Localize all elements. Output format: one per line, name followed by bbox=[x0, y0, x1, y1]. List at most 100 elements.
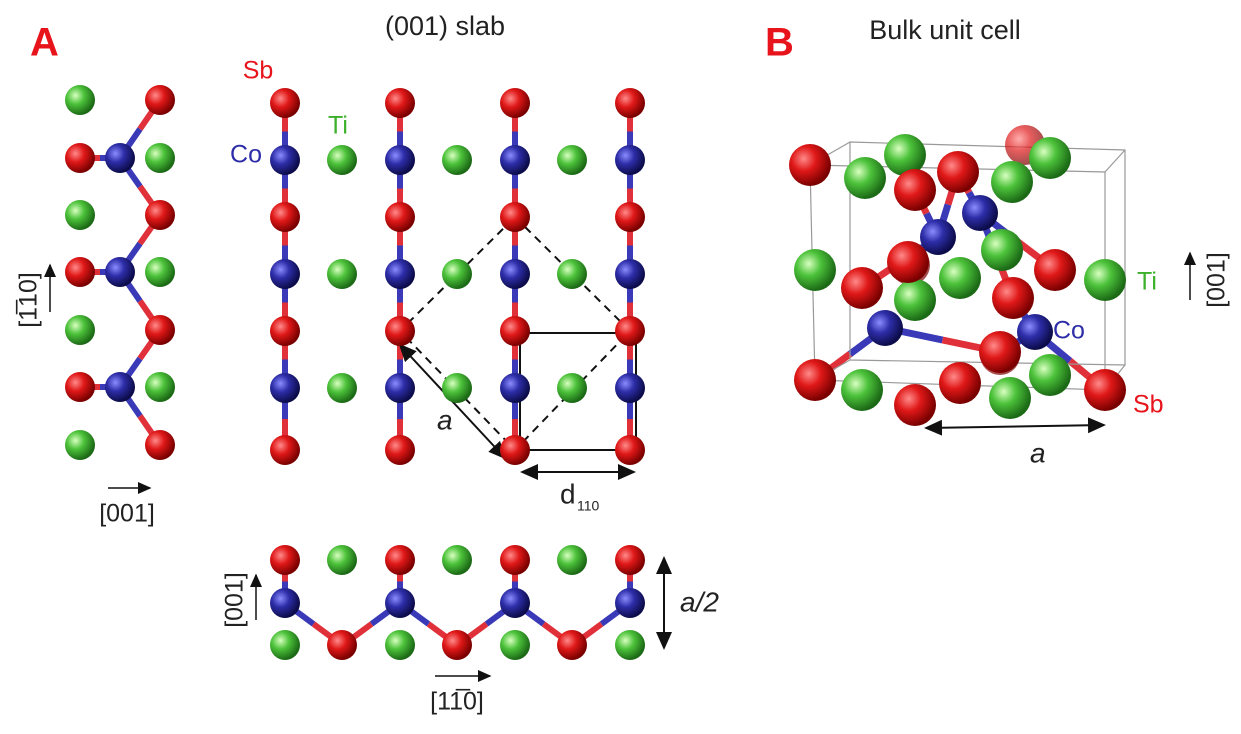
atom bbox=[844, 157, 886, 199]
atom bbox=[615, 545, 645, 575]
atom bbox=[939, 257, 981, 299]
atom bbox=[557, 373, 587, 403]
atom bbox=[894, 384, 936, 426]
atom-label: Ti bbox=[328, 112, 348, 140]
atom bbox=[1017, 314, 1053, 350]
atom bbox=[500, 88, 530, 118]
atom-label: Sb bbox=[243, 57, 274, 85]
atom bbox=[145, 200, 175, 230]
atom bbox=[841, 267, 883, 309]
atom bbox=[789, 144, 831, 186]
atom bbox=[979, 331, 1021, 373]
panel-title: Bulk unit cell bbox=[869, 15, 1021, 45]
atom bbox=[385, 588, 415, 618]
atom bbox=[1084, 259, 1126, 301]
atom bbox=[327, 145, 357, 175]
axis-label: [1̅10] bbox=[15, 272, 43, 328]
atom bbox=[145, 315, 175, 345]
atom bbox=[145, 85, 175, 115]
atom bbox=[989, 377, 1031, 419]
lattice-label: a bbox=[437, 404, 453, 435]
panel-label: B bbox=[765, 21, 794, 65]
atom bbox=[500, 202, 530, 232]
atom bbox=[937, 151, 979, 193]
atom bbox=[270, 545, 300, 575]
atom bbox=[794, 359, 836, 401]
atom bbox=[867, 310, 903, 346]
atom bbox=[442, 630, 472, 660]
atom bbox=[557, 145, 587, 175]
atom bbox=[841, 369, 883, 411]
atom bbox=[1084, 369, 1126, 411]
atom bbox=[65, 315, 95, 345]
atom bbox=[992, 277, 1034, 319]
atom bbox=[500, 588, 530, 618]
axis-label: [001] bbox=[221, 572, 249, 628]
atom bbox=[442, 259, 472, 289]
atom bbox=[1034, 249, 1076, 291]
atom bbox=[105, 143, 135, 173]
atom bbox=[270, 202, 300, 232]
atom bbox=[557, 259, 587, 289]
figure: A (001) slab Sb Co Ti a d 110 [1̅10] [00… bbox=[0, 0, 1241, 729]
atom bbox=[894, 279, 936, 321]
atom bbox=[145, 143, 175, 173]
atom bbox=[615, 88, 645, 118]
atom bbox=[615, 435, 645, 465]
atom bbox=[615, 259, 645, 289]
atom bbox=[327, 630, 357, 660]
atom bbox=[385, 630, 415, 660]
atom bbox=[615, 630, 645, 660]
atom bbox=[500, 630, 530, 660]
spacing-subscript: 110 bbox=[577, 498, 600, 514]
atom bbox=[615, 373, 645, 403]
atom bbox=[65, 257, 95, 287]
atom bbox=[145, 372, 175, 402]
atom bbox=[270, 435, 300, 465]
atom bbox=[962, 195, 998, 231]
atom-label: Sb bbox=[1133, 391, 1164, 419]
atom bbox=[270, 630, 300, 660]
atom bbox=[270, 259, 300, 289]
atom bbox=[615, 202, 645, 232]
atom bbox=[385, 259, 415, 289]
atom bbox=[270, 145, 300, 175]
atom-label: Co bbox=[230, 141, 262, 169]
atom bbox=[887, 241, 929, 283]
atom bbox=[894, 169, 936, 211]
atom bbox=[65, 372, 95, 402]
atom bbox=[327, 545, 357, 575]
atom bbox=[615, 316, 645, 346]
atom bbox=[270, 373, 300, 403]
atom bbox=[270, 588, 300, 618]
atom bbox=[500, 545, 530, 575]
axis-label: [11̅0] bbox=[430, 688, 484, 716]
atom bbox=[105, 372, 135, 402]
atom bbox=[327, 373, 357, 403]
atom bbox=[500, 145, 530, 175]
atom bbox=[105, 257, 135, 287]
atom bbox=[991, 161, 1033, 203]
atom bbox=[557, 545, 587, 575]
spacing-label: d bbox=[560, 478, 576, 509]
atom-label: Co bbox=[1053, 317, 1085, 345]
atom bbox=[442, 545, 472, 575]
atom bbox=[145, 257, 175, 287]
atom bbox=[385, 316, 415, 346]
atom bbox=[65, 200, 95, 230]
atom bbox=[385, 88, 415, 118]
atom bbox=[500, 316, 530, 346]
atom bbox=[270, 316, 300, 346]
half-lattice-label: a/2 bbox=[680, 586, 719, 617]
atom bbox=[385, 202, 415, 232]
lattice-label: a bbox=[1030, 437, 1046, 468]
panel-label: A bbox=[30, 21, 59, 65]
atom-label: Ti bbox=[1137, 268, 1157, 296]
atom bbox=[557, 630, 587, 660]
atom bbox=[981, 229, 1023, 271]
atom bbox=[385, 545, 415, 575]
atom bbox=[615, 145, 645, 175]
atom bbox=[920, 219, 956, 255]
atom bbox=[65, 430, 95, 460]
atom bbox=[500, 373, 530, 403]
